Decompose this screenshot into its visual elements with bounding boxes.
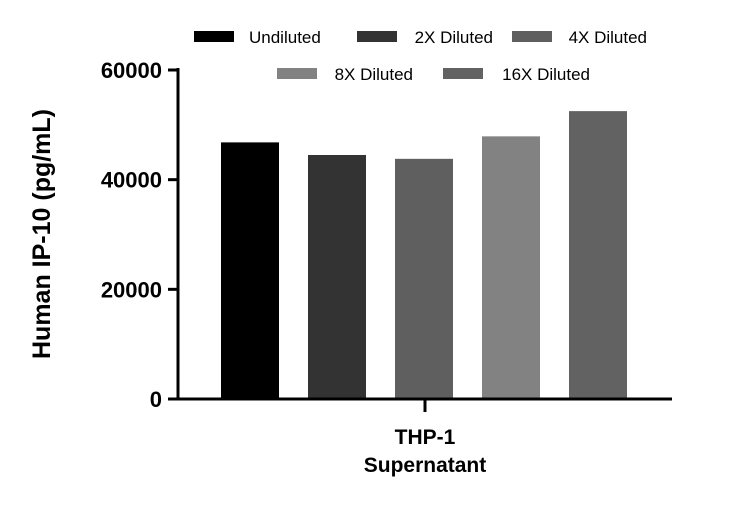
legend: Undiluted 2X Diluted 4X Diluted 8X Diluted 1…: [194, 28, 647, 84]
y-axis-label: Human IP-10 (pg/mL): [28, 109, 56, 359]
legend-label: 16X Diluted: [502, 65, 590, 84]
bar-undiluted: [221, 142, 279, 399]
legend-label: 8X Diluted: [335, 65, 413, 84]
y-tick-label: 20000: [101, 277, 162, 302]
legend-swatch: [443, 68, 483, 79]
legend-label: Undiluted: [249, 28, 321, 47]
bar-4x-diluted: [395, 158, 453, 399]
bars: [221, 111, 627, 399]
legend-swatch: [194, 31, 234, 42]
axes: [176, 68, 672, 412]
y-tick-label: 60000: [101, 58, 162, 83]
legend-label: 2X Diluted: [415, 28, 493, 47]
y-tick-label: 0: [150, 387, 162, 412]
x-category-label-line1: THP-1: [395, 426, 456, 449]
bar-8x-diluted: [482, 136, 540, 399]
y-ticks: 0 20000 40000 60000: [101, 58, 178, 412]
y-tick-label: 40000: [101, 168, 162, 193]
legend-swatch: [512, 31, 552, 42]
legend-swatch: [277, 68, 317, 79]
bar-2x-diluted: [308, 154, 366, 399]
legend-swatch: [357, 31, 397, 42]
bar-16x-diluted: [569, 111, 627, 399]
legend-label: 4X Diluted: [569, 28, 647, 47]
x-category-label-line2: Supernatant: [364, 454, 487, 477]
